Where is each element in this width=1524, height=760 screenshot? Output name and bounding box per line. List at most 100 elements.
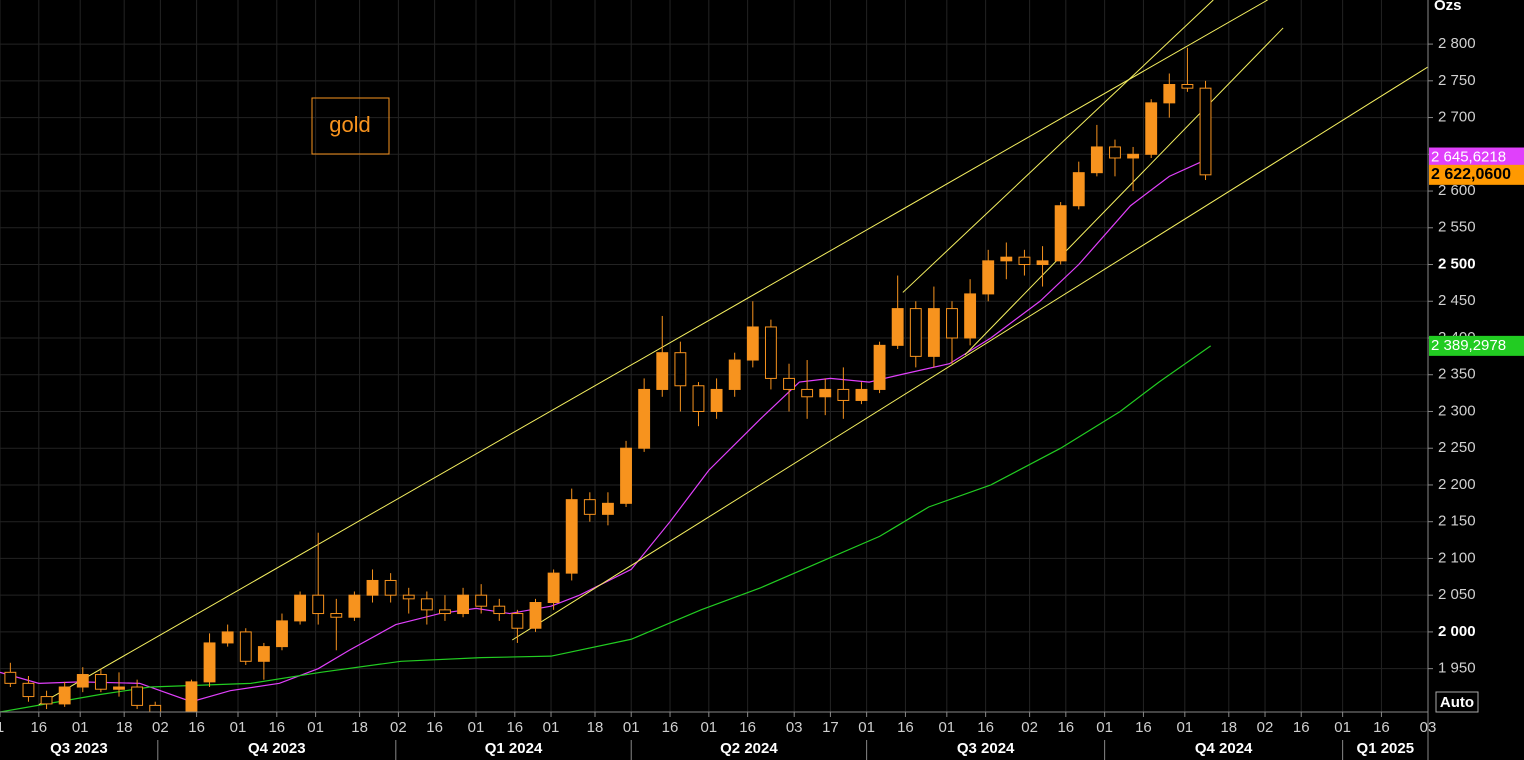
last-value-label: 2 389,2978 <box>1431 337 1506 354</box>
candle-body <box>1054 205 1067 262</box>
grid <box>0 0 1429 712</box>
x-tick-label: 01 <box>623 719 640 736</box>
x-tick-label: 01 <box>468 719 485 736</box>
candle-body <box>1145 102 1158 155</box>
y-tick-label: 2 000 <box>1438 623 1476 640</box>
candle-body <box>783 377 795 390</box>
candle-body <box>1109 146 1121 159</box>
candle-body <box>22 682 35 698</box>
x-tick-label: 16 <box>1135 719 1152 736</box>
x-tick-label: 03 <box>1420 719 1437 736</box>
annotation: gold <box>329 112 371 137</box>
y-tick-label: 2 700 <box>1438 109 1476 126</box>
trendline <box>511 66 1428 641</box>
candle-body <box>185 681 198 712</box>
candle-body <box>855 388 868 401</box>
candle-body <box>656 352 669 390</box>
candle-body <box>1090 146 1103 174</box>
period-label: Q1 2025 <box>1357 740 1415 757</box>
y-tick-label: 2 350 <box>1438 366 1476 383</box>
candle-body <box>602 502 614 515</box>
y-tick-label: 2 300 <box>1438 402 1476 419</box>
last-value-box <box>1429 335 1524 356</box>
last-value-box <box>1429 164 1524 185</box>
candle-body <box>276 620 288 648</box>
candle-body <box>964 293 977 339</box>
y-tick-label: 2 250 <box>1438 439 1476 456</box>
x-tick-label: 18 <box>351 719 368 736</box>
moving-average <box>0 156 1211 703</box>
candle-body <box>674 352 687 387</box>
candle-body <box>149 704 162 712</box>
candle-body <box>330 613 343 618</box>
x-tick-label: 17 <box>822 719 839 736</box>
x-tick-label: 16 <box>188 719 205 736</box>
candle-body <box>1000 256 1013 262</box>
candle-body <box>402 594 415 600</box>
x-tick-label: 01 <box>938 719 955 736</box>
candle-body <box>1181 83 1194 89</box>
candle-body <box>819 388 832 398</box>
y-tick-label: 2 150 <box>1438 513 1476 530</box>
x-tick-label: 16 <box>662 719 679 736</box>
period-label: Q4 2023 <box>248 740 306 757</box>
candle-body <box>909 308 922 357</box>
x-tick-label: 18 <box>116 719 133 736</box>
x-tick-label: 01 <box>700 719 717 736</box>
candle-body <box>873 344 886 390</box>
candle-body <box>58 686 71 705</box>
y-tick-label: 2 100 <box>1438 549 1476 566</box>
x-tick-label: 01 <box>307 719 324 736</box>
x-tick-label: 16 <box>739 719 756 736</box>
candle-body <box>982 260 995 295</box>
period-label: Q3 2024 <box>957 740 1015 757</box>
x-tick-label: 16 <box>897 719 914 736</box>
x-tick-label: 16 <box>506 719 523 736</box>
period-label: Q3 2023 <box>50 740 108 757</box>
candle-body <box>94 674 107 690</box>
candle-body <box>439 609 451 615</box>
candle-body <box>746 326 759 361</box>
auto-button-frame[interactable] <box>1435 691 1479 713</box>
candle-body <box>728 359 741 390</box>
auto-button-label[interactable]: Auto <box>1440 694 1474 711</box>
annotation-box <box>311 97 390 155</box>
x-tick-label: 01 <box>858 719 875 736</box>
x-tick-label: 02 <box>1021 719 1038 736</box>
plot-area <box>0 0 1428 712</box>
candle-body <box>4 671 17 684</box>
candle-body <box>692 385 705 412</box>
x-tick-label: 16 <box>1373 719 1390 736</box>
candle-body <box>384 579 397 596</box>
candle-body <box>1199 87 1212 176</box>
candle-body <box>203 642 216 683</box>
trendline <box>38 0 1268 706</box>
candle-body <box>312 594 325 615</box>
candle-body <box>257 646 270 662</box>
period-label: Q4 2024 <box>1195 740 1253 757</box>
y-tick-label: 2 550 <box>1438 219 1476 236</box>
x-tick-label: 02 <box>1257 719 1274 736</box>
candle-body <box>764 326 777 379</box>
candle-body <box>837 388 850 401</box>
x-tick-label: 1 <box>0 719 4 736</box>
x-tick-label: 16 <box>30 719 47 736</box>
candle-body <box>1127 153 1140 159</box>
candle-body <box>529 602 542 629</box>
x-tick-label: 02 <box>152 719 169 736</box>
candle-body <box>583 499 596 515</box>
candle-body <box>348 594 361 618</box>
candle-body <box>511 613 524 629</box>
candle-body <box>891 308 904 346</box>
x-tick-label: 18 <box>587 719 604 736</box>
y-tick-label: 2 200 <box>1438 476 1476 493</box>
candle-body <box>565 499 578 574</box>
candle-body <box>927 308 940 357</box>
candle-body <box>801 388 814 398</box>
auto-button[interactable]: Auto <box>1435 691 1479 713</box>
candle-body <box>710 388 723 412</box>
candle-body <box>457 594 469 615</box>
